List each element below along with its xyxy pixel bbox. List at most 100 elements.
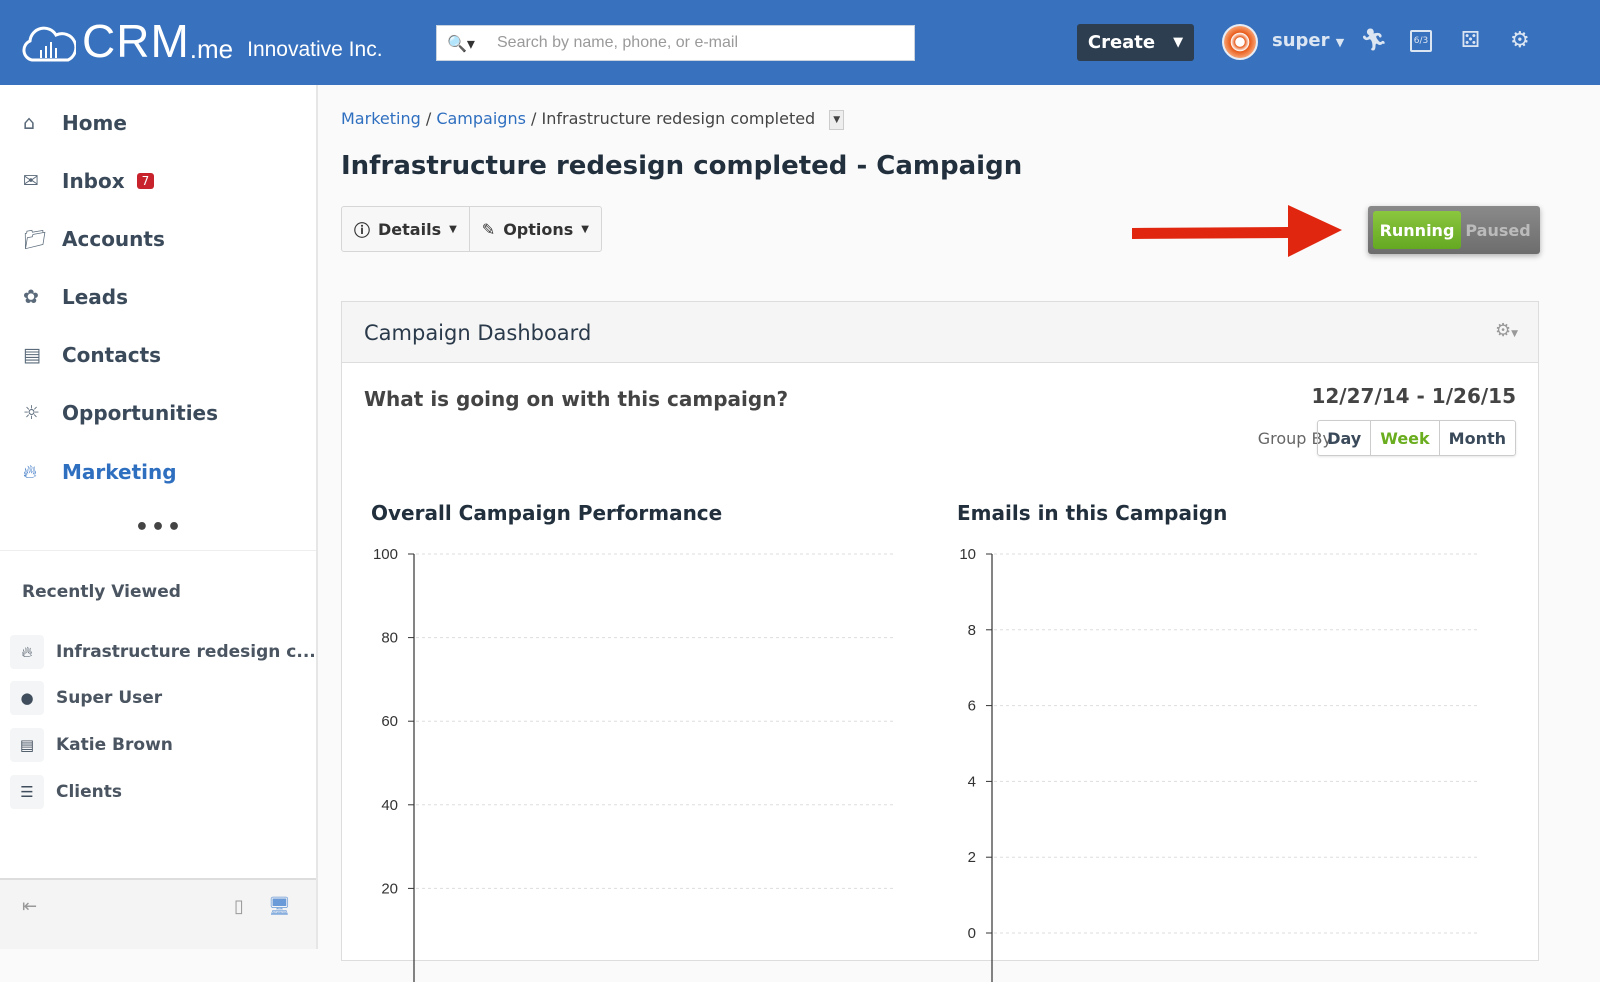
page-title: Infrastructure redesign completed - Camp…: [341, 151, 1023, 181]
y-tick-label: 80: [381, 630, 398, 647]
details-label: Details: [378, 219, 442, 239]
y-tick-label: 4: [968, 773, 976, 790]
home-icon: ⌂: [23, 112, 36, 134]
sidebar: ⌂ Home ✉ Inbox 7 📁︎ Accounts ✿ Leads ▤ Contact…: [0, 85, 318, 949]
info-icon: ⓘ: [354, 221, 371, 240]
logo[interactable]: CRM .me Innovative Inc.: [20, 18, 383, 64]
logout-icon[interactable]: ⇤: [22, 896, 38, 917]
paused-option[interactable]: Paused: [1465, 220, 1531, 240]
flame-icon: 🔥︎: [23, 461, 37, 483]
y-tick-label: 2: [968, 849, 976, 866]
recent-item[interactable]: ☰ Clients: [10, 775, 122, 809]
flame-icon: 🔥︎: [10, 635, 44, 669]
breadcrumb-dropdown-icon[interactable]: ▼: [829, 109, 845, 130]
caret-down-icon: ▼: [581, 223, 589, 235]
emails-chart: 0 2 4 6 8 10: [959, 546, 1478, 982]
top-header: CRM .me Innovative Inc. 🔍▾ Create ▼ super…: [0, 0, 1600, 85]
envelope-icon: ✉: [23, 170, 39, 192]
mobile-icon[interactable]: ▯: [234, 896, 244, 917]
breadcrumb: Marketing / Campaigns / Infrastructure r…: [341, 109, 845, 130]
date-range[interactable]: 12/27/14 - 1/26/15: [1311, 384, 1516, 408]
cloud-logo-icon: [22, 26, 76, 62]
group-by-week[interactable]: Week: [1370, 421, 1438, 455]
y-tick-label: 10: [959, 546, 976, 563]
sidebar-item-home[interactable]: ⌂ Home: [0, 103, 318, 143]
id-card-icon: ▤: [23, 344, 41, 366]
logo-suffix: .me: [189, 34, 234, 64]
sidebar-footer: ⇤ ▯ 🖥︎: [0, 878, 316, 949]
calendar-date: 6/3: [1413, 36, 1429, 46]
dashboard-question: What is going on with this campaign?: [364, 387, 789, 411]
group-by-month[interactable]: Month: [1438, 421, 1515, 455]
pencil-icon: ✎: [481, 219, 496, 239]
breadcrumb-separator: /: [531, 109, 537, 128]
recent-item-label: Katie Brown: [56, 735, 173, 755]
y-tick-label: 0: [968, 925, 976, 942]
sidebar-item-leads[interactable]: ✿ Leads: [0, 277, 318, 317]
chart-title: Overall Campaign Performance: [371, 501, 723, 525]
action-button-group: ⓘ Details ▼ ✎ Options ▼: [341, 206, 602, 252]
details-button[interactable]: ⓘ Details ▼: [342, 207, 469, 251]
folder-icon: 📁︎: [23, 228, 48, 251]
sidebar-item-label: Inbox: [62, 169, 125, 193]
sidebar-item-marketing[interactable]: 🔥︎ Marketing: [0, 452, 318, 492]
create-button[interactable]: Create ▼: [1077, 24, 1194, 61]
y-tick-label: 40: [381, 797, 398, 814]
y-tick-label: 6: [968, 698, 976, 715]
recent-item[interactable]: 🔥︎ Infrastructure redesign c...: [10, 635, 316, 669]
person-icon[interactable]: 🏃︎: [1360, 28, 1388, 53]
gear-icon[interactable]: ⚙: [1510, 28, 1530, 53]
search-box: 🔍▾: [436, 25, 915, 61]
panel-title: Campaign Dashboard: [364, 321, 592, 345]
running-option[interactable]: Running: [1373, 211, 1461, 249]
desktop-icon[interactable]: 🖥︎: [268, 896, 291, 917]
sidebar-item-label: Accounts: [62, 227, 165, 251]
search-input[interactable]: [497, 34, 897, 52]
sidebar-item-accounts[interactable]: 📁︎ Accounts: [0, 219, 318, 259]
breadcrumb-current: Infrastructure redesign completed: [541, 109, 816, 128]
performance-chart: 20 40 60 80 100: [373, 546, 894, 982]
org-name: Innovative Inc.: [247, 38, 383, 61]
more-menu-button[interactable]: •••: [134, 515, 184, 540]
sidebar-item-label: Marketing: [62, 460, 177, 484]
user-menu[interactable]: super ▼: [1272, 30, 1344, 51]
sidebar-item-label: Home: [62, 111, 127, 135]
breadcrumb-marketing[interactable]: Marketing: [341, 109, 421, 128]
lightbulb-icon: ☼: [23, 402, 41, 424]
dice-icon[interactable]: ⚄: [1461, 28, 1481, 53]
campaign-dashboard-panel: Campaign Dashboard ⚙▼ What is going on w…: [341, 301, 1539, 982]
status-toggle[interactable]: Running Paused: [1368, 206, 1540, 254]
sprout-icon: ✿: [23, 286, 39, 308]
search-icon[interactable]: 🔍▾: [447, 33, 475, 53]
user-name: super: [1272, 30, 1330, 51]
inbox-count-badge: 7: [136, 173, 155, 189]
group-by-label: Group By: [1257, 429, 1332, 448]
group-by-day[interactable]: Day: [1327, 428, 1362, 448]
recent-item-label: Clients: [56, 782, 123, 802]
create-label: Create: [1087, 32, 1156, 53]
recent-item-label: Infrastructure redesign c...: [56, 642, 316, 662]
sidebar-item-label: Contacts: [62, 343, 162, 367]
recent-item[interactable]: ● Super User: [10, 681, 162, 715]
y-tick-label: 8: [968, 622, 976, 639]
divider: [0, 550, 316, 551]
y-tick-label: 20: [381, 880, 398, 897]
logo-text: CRM: [82, 15, 190, 67]
sidebar-item-label: Opportunities: [62, 401, 219, 425]
sidebar-item-label: Leads: [62, 285, 129, 309]
gear-icon[interactable]: ⚙▼: [1494, 320, 1518, 341]
caret-down-icon: ▼: [449, 223, 457, 235]
sidebar-item-inbox[interactable]: ✉ Inbox 7: [0, 161, 318, 201]
sidebar-item-opportunities[interactable]: ☼ Opportunities: [0, 393, 318, 433]
id-card-icon: ▤: [10, 728, 44, 762]
recent-item-label: Super User: [56, 688, 163, 708]
calendar-icon[interactable]: 6/3: [1410, 30, 1432, 52]
y-tick-label: 100: [373, 546, 398, 563]
options-button[interactable]: ✎ Options ▼: [468, 207, 601, 251]
avatar[interactable]: [1222, 24, 1258, 60]
sidebar-item-contacts[interactable]: ▤ Contacts: [0, 335, 318, 375]
panel-header: Campaign Dashboard ⚙▼: [342, 302, 1538, 363]
breadcrumb-campaigns[interactable]: Campaigns: [436, 109, 526, 128]
recently-viewed-title: Recently Viewed: [22, 582, 181, 602]
recent-item[interactable]: ▤ Katie Brown: [10, 728, 173, 762]
